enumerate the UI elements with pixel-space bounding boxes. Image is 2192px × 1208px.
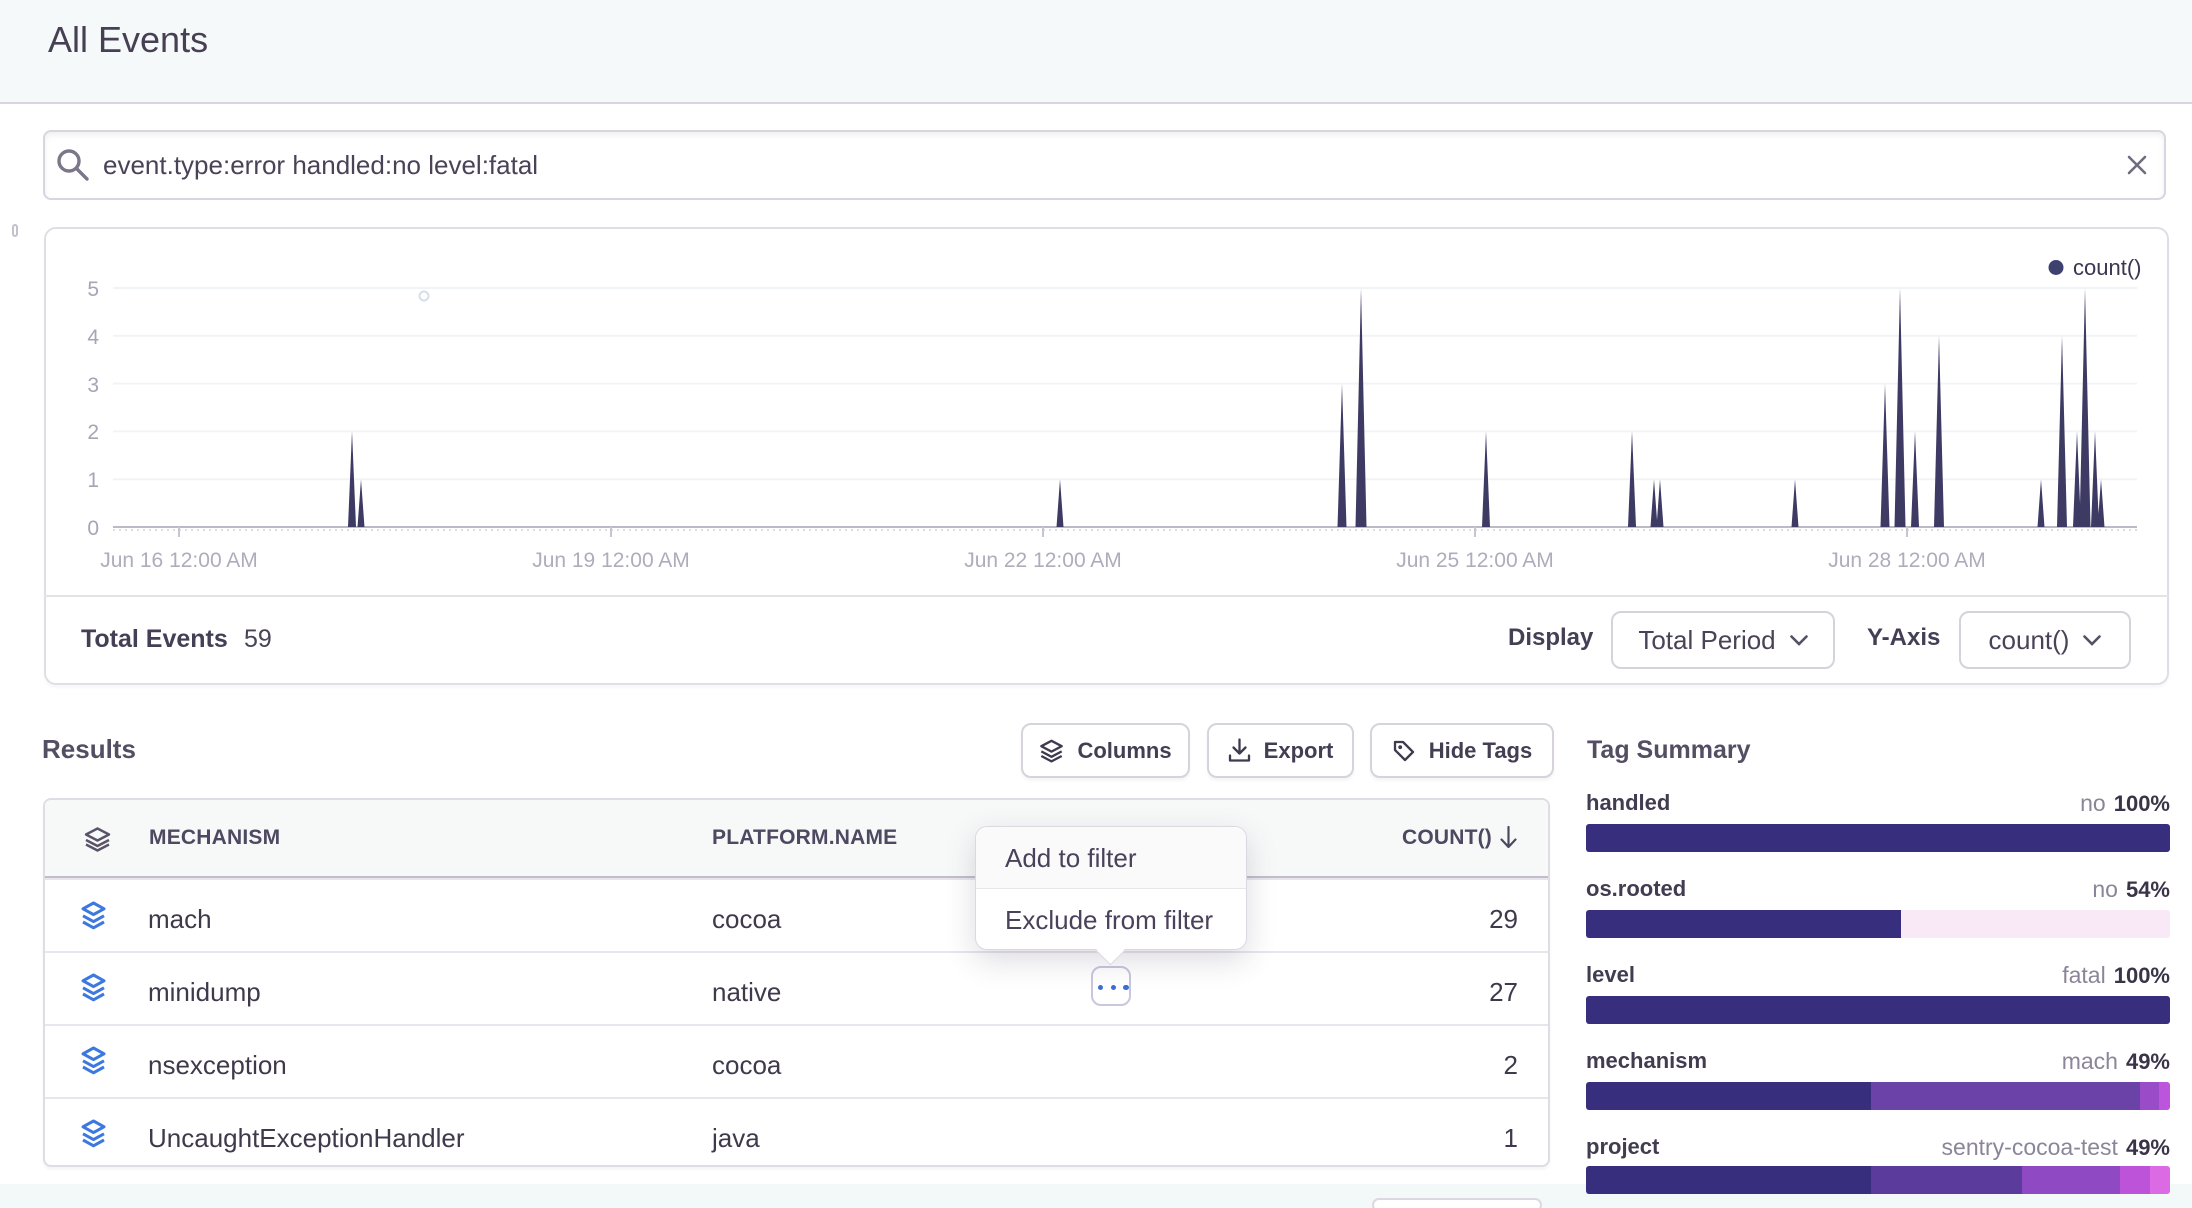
svg-text:1: 1	[87, 469, 99, 492]
svg-text:5: 5	[87, 278, 99, 301]
svg-text:Jun 28 12:00 AM: Jun 28 12:00 AM	[1828, 549, 1986, 572]
svg-text:Jun 22 12:00 AM: Jun 22 12:00 AM	[964, 549, 1122, 572]
svg-text:2: 2	[87, 421, 99, 444]
svg-text:4: 4	[87, 326, 99, 349]
svg-text:Jun 16 12:00 AM: Jun 16 12:00 AM	[100, 549, 258, 572]
svg-text:Jun 25 12:00 AM: Jun 25 12:00 AM	[1396, 549, 1554, 572]
svg-text:0: 0	[87, 517, 99, 540]
svg-text:3: 3	[87, 374, 99, 397]
svg-text:Jun 19 12:00 AM: Jun 19 12:00 AM	[532, 549, 690, 572]
svg-text:count(): count()	[2073, 255, 2141, 280]
